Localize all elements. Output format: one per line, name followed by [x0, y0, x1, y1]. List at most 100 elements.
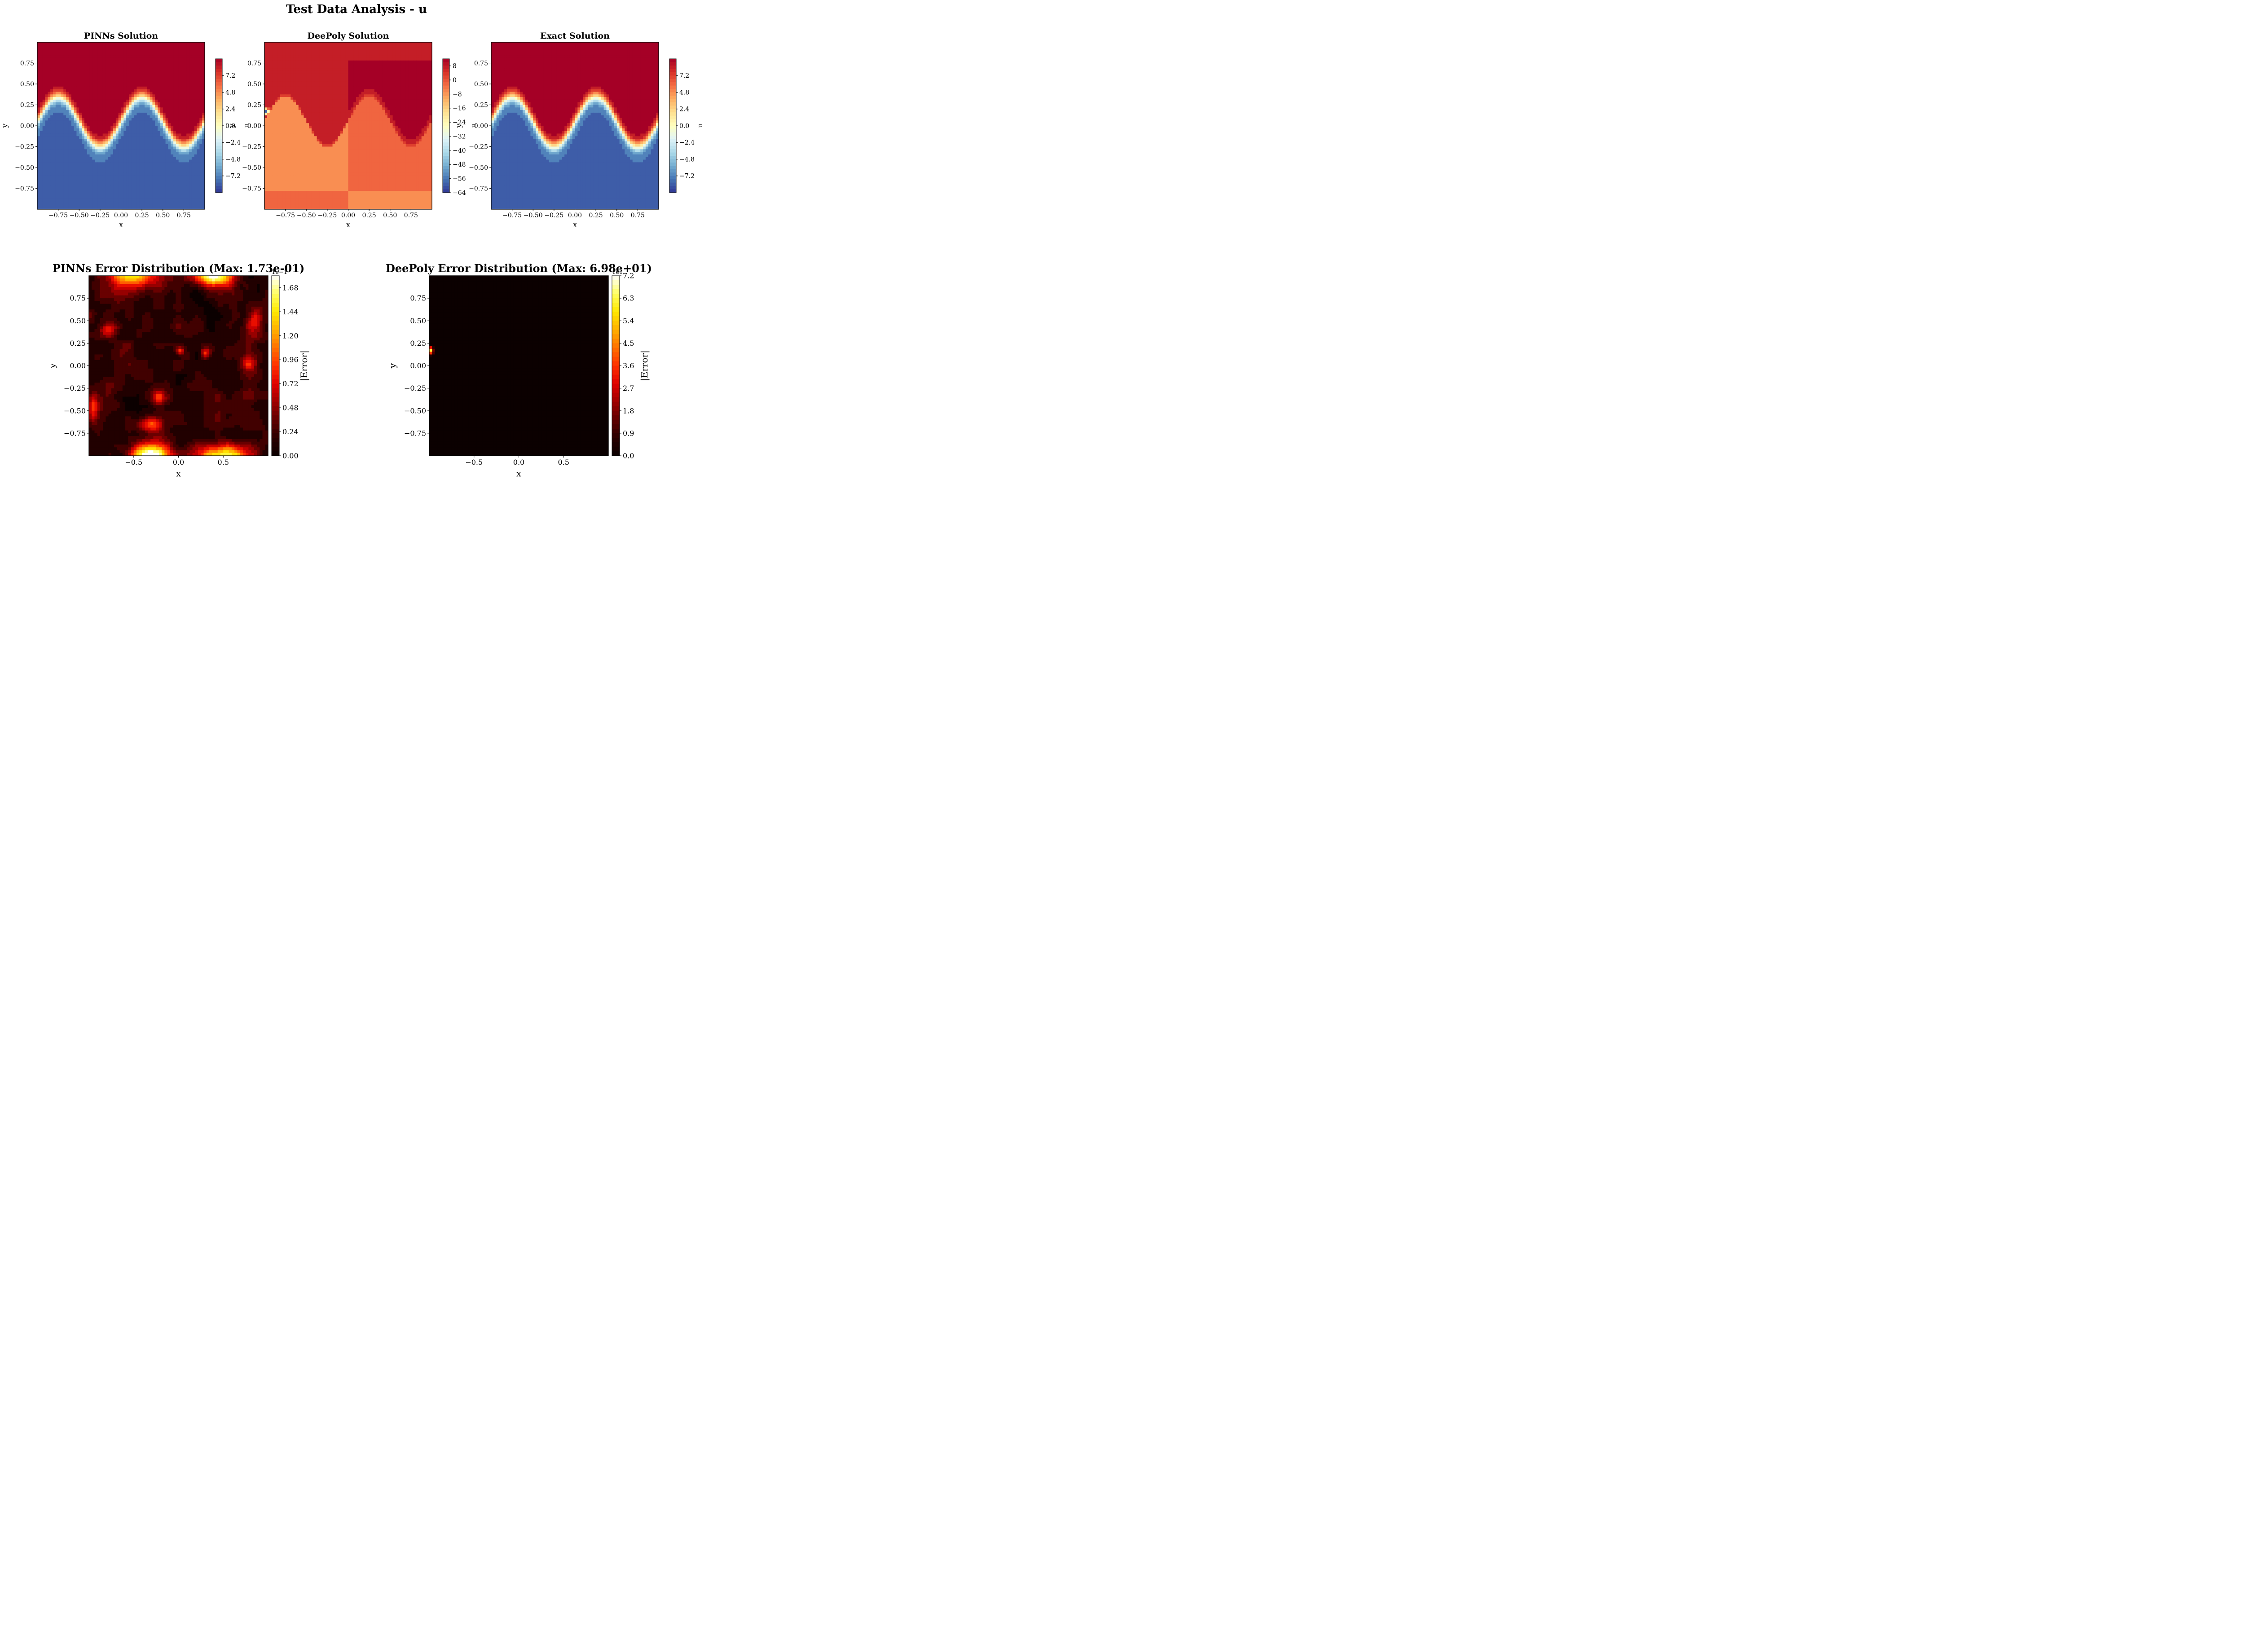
contour-cell [58, 188, 62, 191]
contour-cell [165, 110, 169, 113]
contour-cell [171, 107, 174, 110]
contour-cell [418, 70, 422, 74]
contour-cell [95, 76, 98, 79]
contour-cell [92, 110, 95, 113]
contour-cell [63, 165, 66, 168]
contour-cell [269, 60, 273, 64]
contour-cell [155, 120, 158, 123]
contour-cell [126, 126, 129, 129]
contour-cell [131, 92, 135, 95]
contour-cell [150, 86, 153, 90]
contour-cell [42, 191, 46, 194]
contour-cell [150, 198, 153, 202]
contour-cell [118, 70, 122, 74]
contour-cell [105, 175, 108, 178]
contour-cell [118, 102, 122, 106]
contour-cell [68, 107, 72, 110]
contour-cell [178, 175, 182, 178]
contour-cell [332, 57, 335, 61]
contour-cell [74, 181, 77, 184]
contour-cell [414, 70, 417, 74]
contour-cell [95, 60, 98, 64]
contour-cell [45, 112, 48, 116]
contour-cell [150, 128, 153, 132]
contour-cell [45, 198, 48, 202]
contour-cell [134, 185, 137, 189]
contour-cell [53, 162, 56, 165]
contour-cell [358, 70, 362, 74]
contour-cell [42, 97, 46, 100]
contour-cell [110, 172, 114, 176]
contour-cell [82, 55, 85, 58]
contour-cell [105, 165, 108, 168]
contour-cell [390, 50, 393, 53]
contour-cell [84, 70, 88, 74]
contour-cell [163, 102, 166, 106]
contour-cell [134, 60, 137, 64]
contour-cell [113, 118, 116, 121]
contour-cell [87, 162, 90, 165]
contour-cell [139, 89, 142, 93]
contour-cell [134, 152, 137, 155]
contour-cell [327, 57, 330, 61]
colorbar-segment [216, 62, 222, 66]
contour-cell [53, 53, 56, 56]
contour-cell [76, 107, 79, 110]
contour-cell [58, 86, 62, 90]
contour-cell [92, 57, 95, 61]
contour-cell [186, 185, 189, 189]
contour-cell [181, 94, 184, 97]
contour-cell [181, 55, 184, 58]
contour-cell [277, 60, 281, 64]
contour-cell [63, 107, 66, 110]
contour-cell [55, 185, 59, 189]
contour-cell [295, 73, 299, 77]
contour-cell [76, 183, 79, 186]
contour-cell [66, 94, 69, 97]
contour-cell [136, 191, 140, 194]
contour-cell [152, 183, 155, 186]
contour-cell [387, 53, 391, 56]
contour-cell [95, 57, 98, 61]
contour-cell [48, 97, 51, 100]
contour-cell [158, 170, 161, 173]
contour-cell [139, 105, 142, 108]
contour-cell [398, 55, 401, 58]
contour-cell [71, 81, 75, 84]
contour-cell [118, 141, 122, 145]
contour-cell [42, 92, 46, 95]
contour-cell [42, 159, 46, 163]
contour-cell [136, 128, 140, 132]
contour-cell [76, 188, 79, 191]
contour-cell [105, 79, 108, 82]
contour-cell [202, 55, 205, 58]
contour-cell [89, 120, 92, 123]
contour-cell [392, 47, 396, 51]
contour-cell [92, 47, 95, 51]
contour-cell [118, 128, 122, 132]
contour-cell [50, 105, 53, 108]
contour-cell [176, 84, 179, 87]
contour-cell [97, 57, 101, 61]
contour-cell [123, 191, 127, 194]
contour-cell [82, 44, 85, 48]
contour-cell [79, 152, 82, 155]
contour-cell [364, 47, 367, 51]
contour-cell [74, 55, 77, 58]
contour-cell [134, 162, 137, 165]
contour-cell [144, 159, 148, 163]
contour-cell [113, 60, 116, 64]
contour-cell [163, 118, 166, 121]
contour-cell [45, 42, 48, 45]
contour-cell [202, 159, 205, 163]
contour-cell [191, 157, 195, 160]
contour-cell [401, 50, 404, 53]
contour-cell [267, 66, 270, 69]
contour-cell [102, 86, 106, 90]
contour-cell [429, 68, 432, 71]
contour-cell [277, 47, 281, 51]
contour-cell [293, 55, 296, 58]
contour-cell [115, 178, 119, 181]
contour-cell [160, 86, 163, 90]
contour-cell [317, 55, 320, 58]
